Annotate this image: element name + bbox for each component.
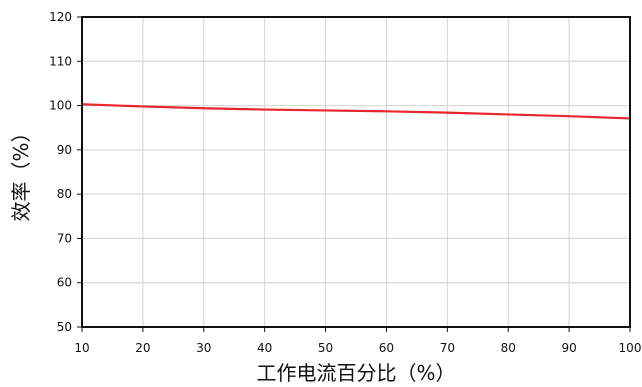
grid [81,16,631,328]
plot-area-frame [81,16,631,328]
series-layer [81,103,631,120]
x-tick-label: 40 [257,341,272,355]
y-tick-label: 120 [49,10,72,24]
y-tick-label: 100 [49,99,72,113]
y-tick-label: 70 [57,231,72,245]
x-tick-label: 20 [135,341,150,355]
y-axis-ticks: 50 60 70 80 90 100 110 120 [49,10,82,334]
series-line [81,103,631,120]
y-axis-title: 效率（%） [9,122,33,221]
x-tick-label: 30 [196,341,211,355]
y-tick-label: 50 [57,320,72,334]
y-tick-label: 60 [57,276,72,290]
x-axis-ticks: 10 20 30 40 50 60 70 80 90 100 [74,327,641,355]
x-tick-label: 60 [379,341,394,355]
x-tick-label: 90 [561,341,576,355]
x-tick-label: 50 [318,341,333,355]
x-tick-label: 80 [501,341,516,355]
x-tick-label: 70 [440,341,455,355]
x-tick-label: 10 [74,341,89,355]
y-tick-label: 110 [49,54,72,68]
y-tick-label: 90 [57,143,72,157]
y-tick-label: 80 [57,187,72,201]
x-axis-title: 工作电流百分比（%） [256,361,455,385]
x-tick-label: 100 [619,341,642,355]
